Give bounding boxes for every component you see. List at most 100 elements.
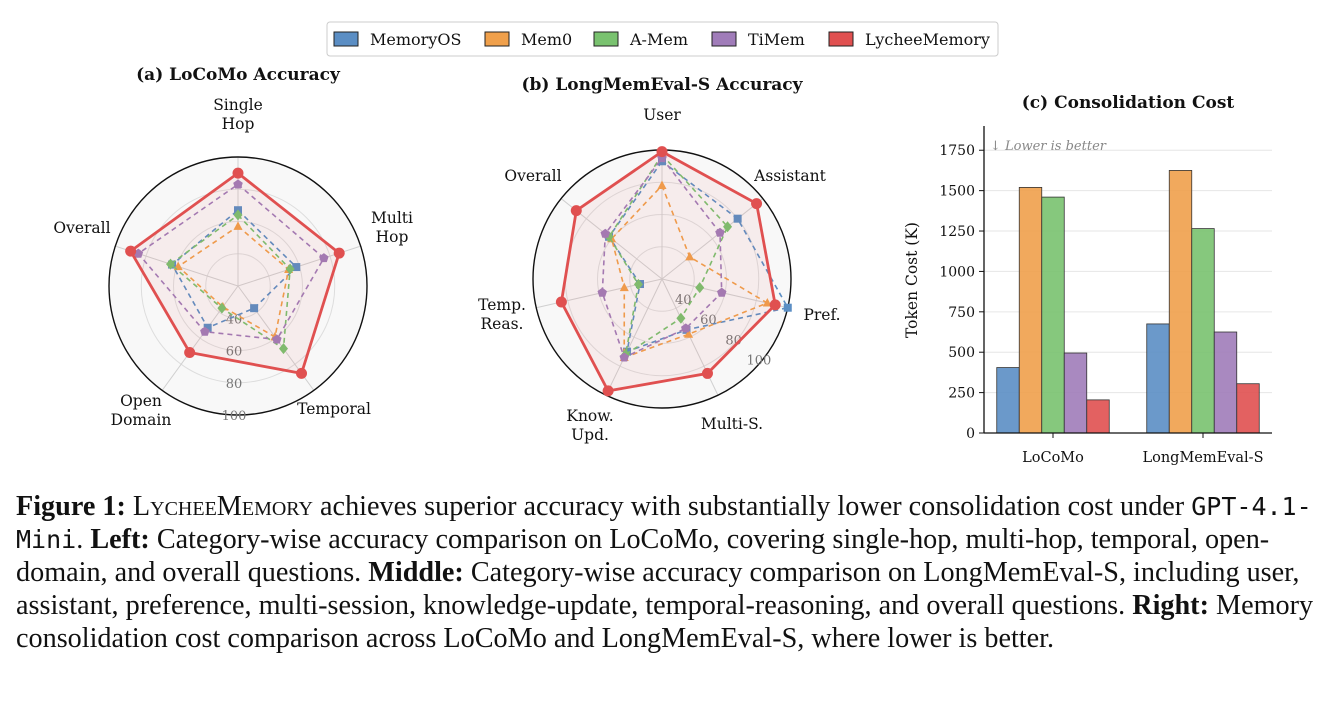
axis-label-line: Hop (222, 115, 255, 133)
axis-label-line: Temp. (478, 296, 526, 314)
axis-label: Know. Upd. (566, 407, 613, 444)
radial-tick-label: 60 (226, 345, 243, 360)
caption-model-name: GPT-4.1-Mini (16, 492, 1312, 554)
data-point-lycheememory (769, 299, 781, 311)
y-tick-label: 750 (948, 305, 975, 321)
data-point-memoryos (783, 303, 792, 312)
data-point-memoryos (250, 304, 259, 313)
data-point-timem (597, 287, 607, 297)
figure-caption: Figure 1: LycheeMemory achieves superior… (16, 490, 1316, 655)
data-point-lycheememory (570, 205, 582, 217)
legend-box (326, 21, 999, 57)
bar-memoryos (1146, 323, 1170, 434)
axis-label-line: Domain (111, 411, 172, 429)
axis-label-line: User (643, 106, 681, 124)
data-point-a-mem (233, 209, 243, 221)
series-polygon-mem0 (176, 225, 290, 339)
data-point-lycheememory (701, 367, 713, 379)
y-tick-label: 1500 (939, 184, 975, 200)
caption-middle-label: Middle: (368, 557, 464, 588)
caption-label: Figure 1: (16, 491, 126, 522)
legend-label: Mem0 (521, 30, 572, 49)
axis-label-line: Assistant (753, 167, 826, 185)
axis-label: Overall (504, 167, 561, 185)
bar-a-mem (1191, 228, 1215, 434)
data-point-memoryos (203, 323, 212, 332)
y-tick-label: 0 (966, 426, 975, 442)
axis-label: Pref. (803, 306, 840, 324)
data-point-mem0 (762, 298, 772, 307)
caption-left-label: Left: (90, 524, 150, 555)
bar-a-mem (1041, 196, 1065, 434)
radial-tick-label: 100 (746, 353, 771, 368)
data-point-lycheememory (555, 296, 567, 308)
series-polygon-timem (137, 183, 325, 341)
data-point-mem0 (619, 282, 629, 292)
caption-text: achieves superior accuracy with substant… (313, 491, 1192, 522)
data-point-lycheememory (333, 247, 345, 259)
radar-chart-locomo: 406080100SingleHopMultiHopTemporalOpenDo… (53, 65, 413, 429)
y-axis-label: Token Cost (K) (903, 222, 921, 338)
data-point-timem (272, 334, 282, 344)
data-point-memoryos (733, 214, 742, 223)
data-point-a-mem (217, 302, 227, 314)
data-point-lycheememory (656, 146, 668, 158)
series-polygon-timem (601, 156, 723, 359)
caption-right-label: Right: (1132, 590, 1209, 621)
legend-label: TiMem (748, 30, 805, 49)
data-point-timem (715, 227, 725, 237)
bar-lycheememory (1236, 383, 1260, 434)
legend-swatch (828, 31, 854, 47)
data-point-lycheememory (125, 245, 137, 257)
caption-middle-text: Category-wise accuracy comparison on Lon… (16, 557, 1300, 621)
data-point-a-mem (676, 312, 686, 324)
data-point-lycheememory (751, 198, 763, 210)
data-point-a-mem (695, 282, 705, 294)
bar-mem0 (1018, 186, 1043, 434)
data-point-a-mem (633, 278, 643, 290)
radar-chart-longmemeval: 406080100UserAssistantPref.Multi-S.Know.… (478, 75, 840, 444)
bar-lycheememory (1086, 399, 1110, 434)
data-point-timem (681, 323, 691, 333)
bar-mem0 (1168, 170, 1193, 434)
bar-timem (1213, 331, 1238, 434)
axis-label-line: Temporal (297, 400, 371, 418)
series-polygon-a-mem (169, 214, 291, 351)
data-point-mem0 (233, 221, 243, 230)
data-point-timem (600, 228, 610, 238)
data-point-memoryos (292, 263, 301, 272)
radar-spoke (161, 285, 239, 391)
data-point-mem0 (657, 180, 667, 189)
data-point-a-mem (278, 343, 288, 355)
radar-outer-ring (108, 156, 368, 416)
axis-label: Overall (53, 219, 110, 237)
axis-label: Multi Hop (371, 209, 413, 246)
figure-canvas: MemoryOS Mem0 A-Mem TiMem LycheeMemory 40 60 8… (53, 21, 1272, 466)
data-point-a-mem (285, 263, 295, 275)
x-tick-label: LongMemEval-S (1142, 450, 1263, 466)
data-point-lycheememory (296, 367, 308, 379)
axis-label-line: Upd. (571, 426, 609, 444)
bar-memoryos (996, 367, 1020, 434)
legend-label: LycheeMemory (865, 30, 990, 49)
axis-label-line: Overall (504, 167, 561, 185)
legend: MemoryOS Mem0 A-Mem TiMem LycheeMemory (326, 21, 999, 57)
y-tick-label: 1000 (939, 264, 975, 280)
data-point-lycheememory (232, 167, 244, 179)
axis-label-line: Overall (53, 219, 110, 237)
axis-label: Multi-S. (701, 415, 763, 433)
series-polygon-lycheememory (559, 149, 777, 393)
chart-annotation: ↓ Lower is better (990, 139, 1107, 154)
axis-label: Assistant (753, 167, 826, 185)
data-point-timem (233, 179, 243, 189)
axis-label-line: Pref. (803, 306, 840, 324)
radial-tick-label: 80 (226, 377, 243, 392)
axis-label-line: Hop (376, 228, 409, 246)
axis-label-line: Single (213, 96, 263, 114)
axis-label-line: Open (120, 392, 162, 410)
data-point-timem (319, 253, 329, 263)
data-point-timem (619, 352, 629, 362)
radial-tick-label: 100 (222, 409, 247, 424)
y-tick-label: 250 (948, 386, 975, 402)
series-polygon-memoryos (608, 160, 790, 353)
